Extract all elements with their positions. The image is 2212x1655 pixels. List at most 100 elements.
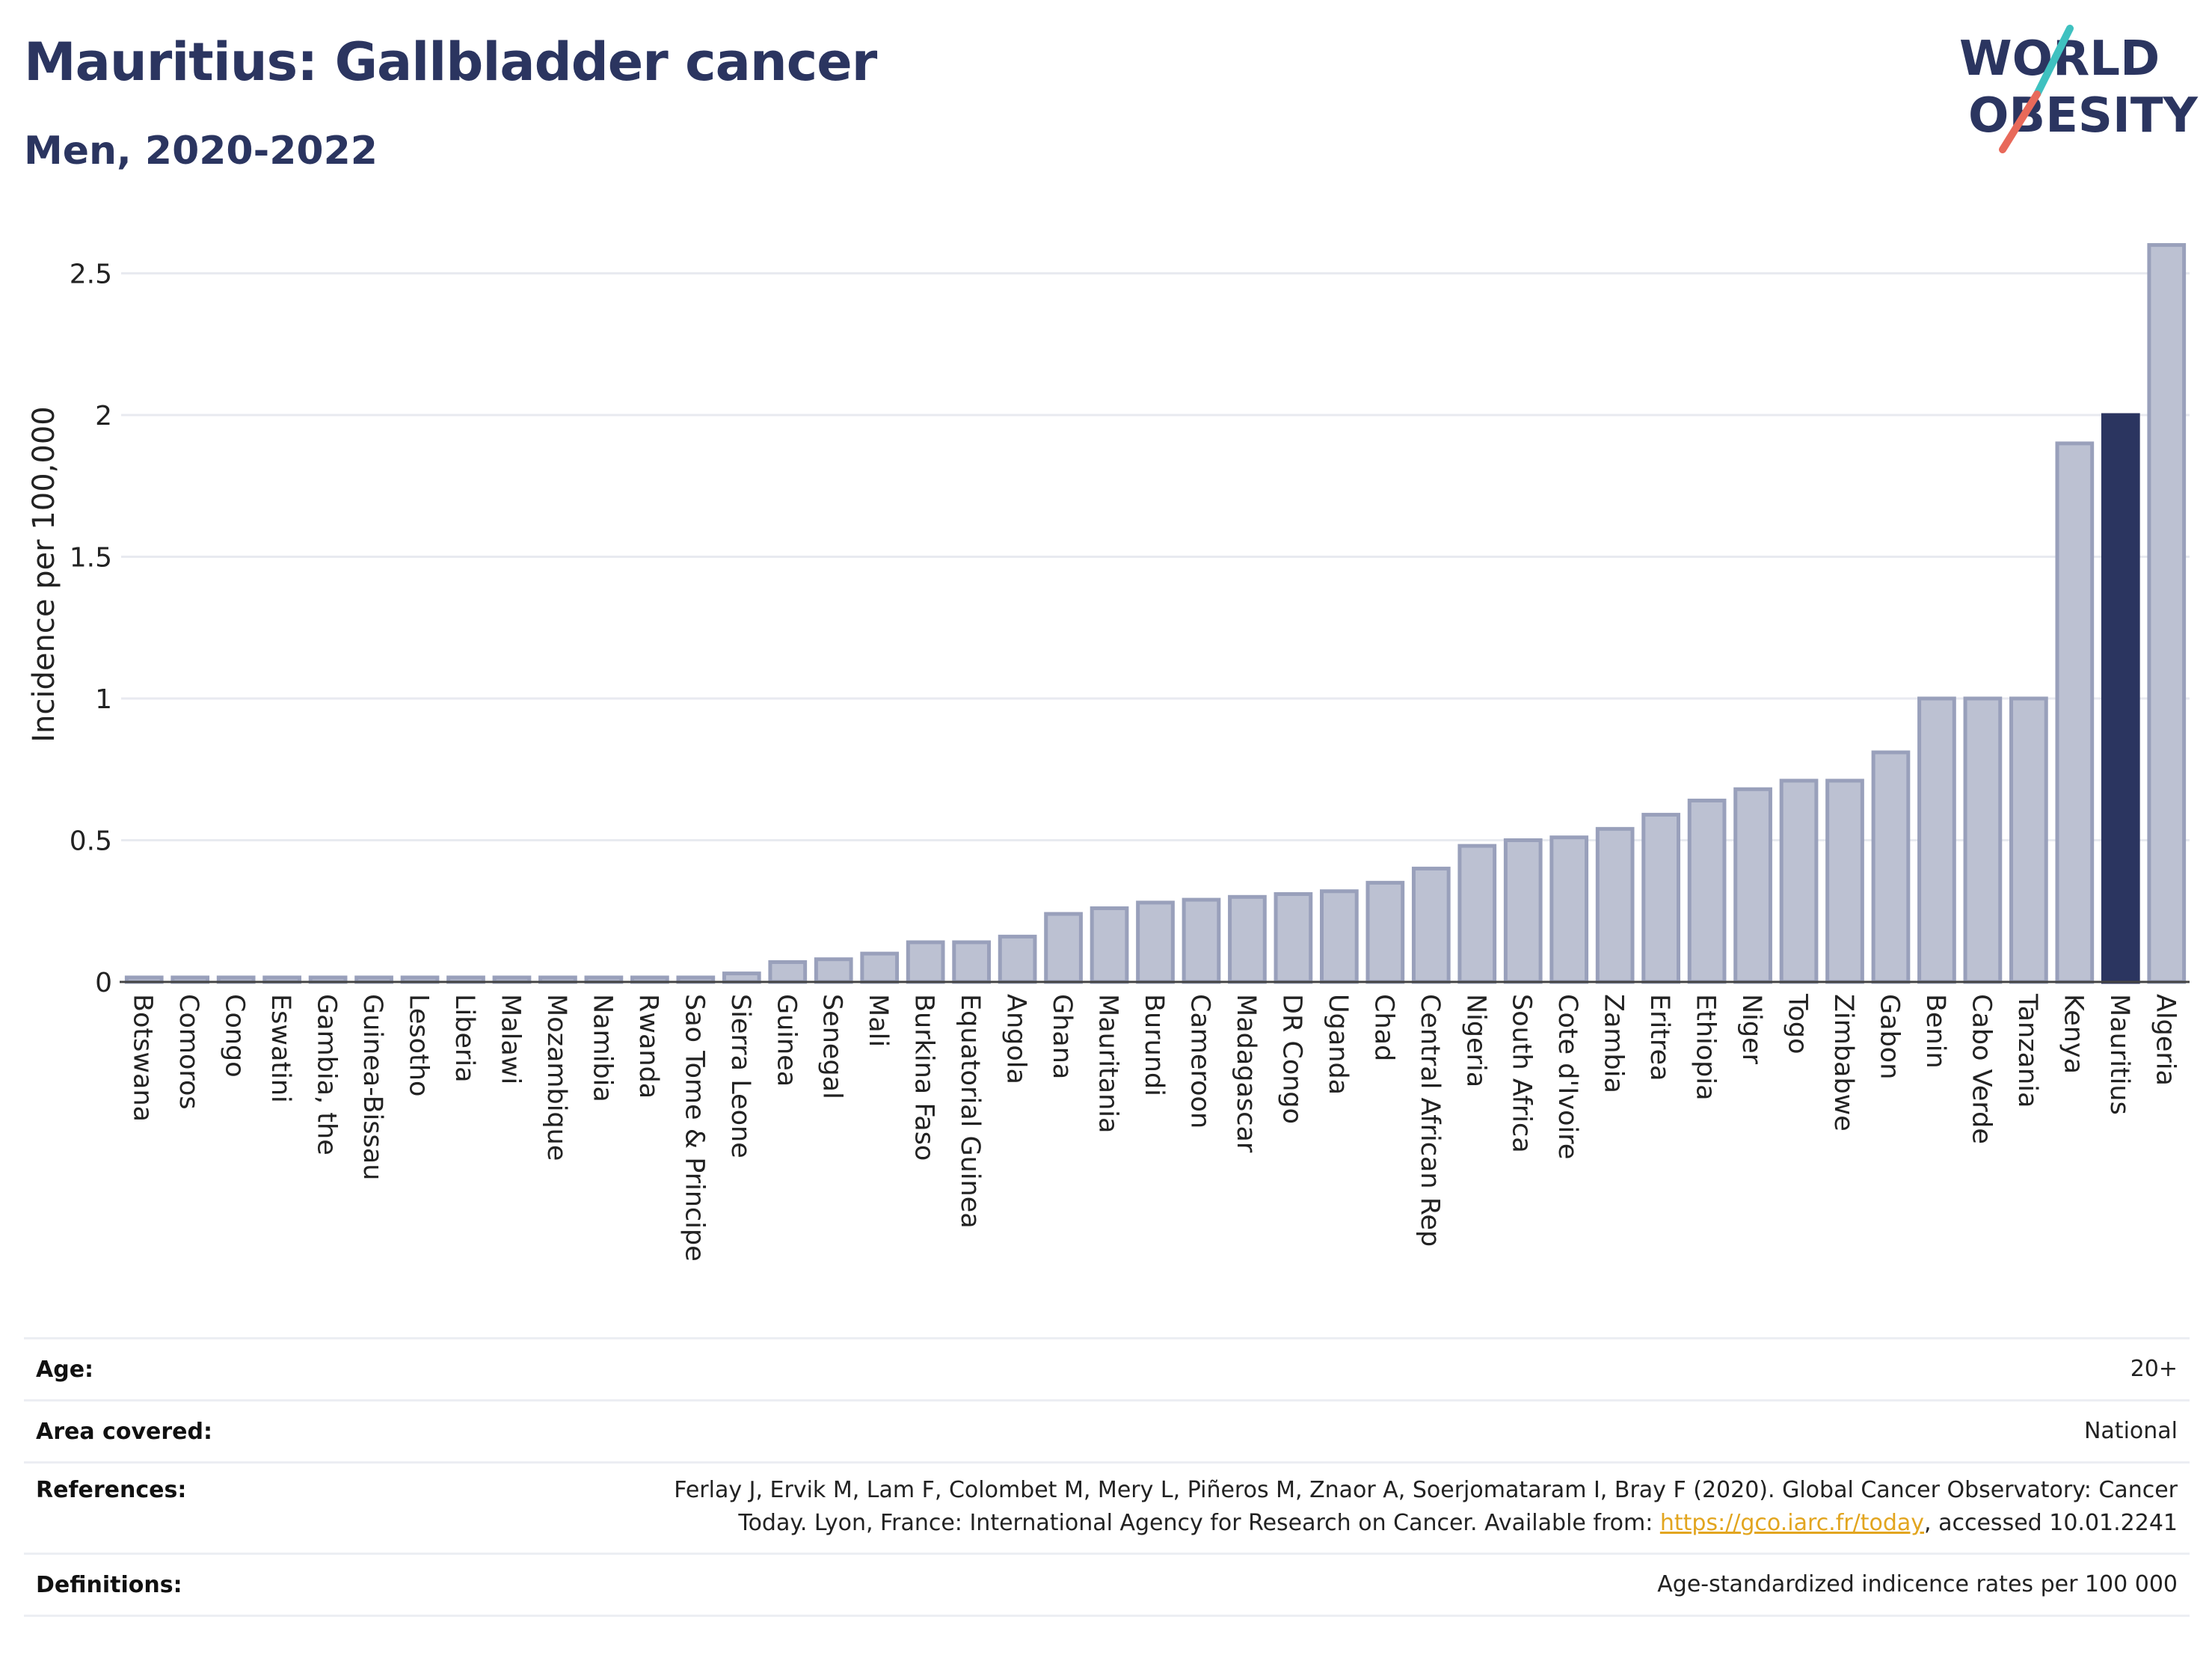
y-axis-ticks: 0 0.5 1 1.5 2 2.5 [70, 259, 112, 998]
y-tick-label: 2 [95, 401, 112, 432]
bar-cote-d-ivoire [1549, 835, 1589, 984]
x-tick-label: Burundi [1139, 994, 1169, 1096]
x-tick-label: Central African Rep [1415, 994, 1445, 1247]
x-tick-label: Mozambique [541, 994, 571, 1161]
bar-nigeria [1457, 844, 1497, 984]
bar-togo [1779, 779, 1819, 984]
bar-uganda [1320, 889, 1359, 984]
info-row-area: Area covered: National [24, 1399, 2190, 1461]
x-tick-label: Botswana [128, 994, 158, 1122]
x-tick-label: Zambia [1599, 994, 1629, 1093]
x-tick-label: Equatorial Guinea [955, 994, 985, 1229]
age-label: Age: [36, 1356, 94, 1383]
x-tick-label: Mauritania [1093, 994, 1123, 1133]
references-value: Ferlay J, Ervik M, Lam F, Colombet M, Me… [674, 1474, 2190, 1540]
x-tick-label: Niger [1736, 994, 1766, 1065]
x-tick-label: Mali [863, 994, 893, 1047]
y-tick-label: 1 [95, 684, 112, 715]
definitions-value: Age-standardized indicence rates per 100… [1657, 1571, 2178, 1597]
bar-ghana [1044, 912, 1083, 984]
x-tick-label: Nigeria [1460, 994, 1490, 1087]
bar-cabo-verde [1963, 696, 2003, 984]
x-tick-label: Gambia, the [312, 994, 342, 1155]
logo-text-world: WORLD [1959, 31, 2160, 87]
chart-title: Mauritius: Gallbladder cancer [24, 31, 877, 93]
bar-algeria [2147, 243, 2187, 984]
y-tick-label: 2.5 [70, 259, 112, 289]
x-tick-label: Senegal [817, 994, 847, 1099]
x-tick-label: Mauritius [2104, 994, 2134, 1115]
bar-ethiopia [1687, 798, 1727, 984]
x-tick-label: Lesotho [404, 994, 434, 1096]
y-axis-label: Incidence per 100,000 [27, 406, 61, 743]
bar-kenya [2055, 441, 2095, 984]
x-tick-label: Rwanda [633, 994, 663, 1099]
x-tick-label: Ethiopia [1691, 994, 1721, 1101]
logo-slash-bottom [1999, 90, 2041, 153]
bar-angola [998, 934, 1037, 984]
bar-sierra-leone [722, 971, 761, 984]
bar-zambia [1595, 826, 1635, 984]
bar-south-africa [1503, 838, 1543, 984]
bar-burkina-faso [906, 940, 945, 984]
bar-equatorial-guinea [952, 940, 991, 984]
y-tick-label: 1.5 [70, 542, 112, 573]
x-tick-label: Liberia [449, 994, 479, 1083]
bar-guinea [768, 959, 808, 984]
bar-senegal [814, 957, 853, 984]
x-tick-label: South Africa [1507, 994, 1537, 1153]
references-label: References: [36, 1477, 187, 1503]
x-tick-label: Gabon [1874, 994, 1904, 1079]
x-tick-label: Uganda [1323, 994, 1353, 1095]
logo-text-obesity: OBESITY [1968, 88, 2198, 144]
bar-tanzania [2009, 696, 2048, 984]
bar-zimbabwe [1825, 779, 1864, 984]
bar-cameroon [1182, 897, 1221, 984]
bar-chart: 0 0.5 1 1.5 2 2.5 Botswana Comoros Congo Eswatin… [27, 243, 2190, 1262]
x-axis-ticks: Botswana Comoros Congo Eswatini Gambia, the G… [128, 993, 2181, 1262]
x-tick-label: Malawi [495, 994, 525, 1084]
bar-central-african-rep [1411, 866, 1451, 984]
x-tick-label: Madagascar [1231, 994, 1261, 1153]
x-tick-label: Angola [1001, 994, 1031, 1084]
references-link[interactable]: https://gco.iarc.fr/today [1659, 1510, 1925, 1536]
x-tick-label: Cote d'Ivoire [1552, 994, 1582, 1159]
x-tick-label: Comoros [173, 994, 203, 1110]
x-tick-label: Tanzania [2012, 993, 2042, 1108]
world-obesity-logo: WORLD OBESITY [1959, 25, 2198, 153]
x-tick-label: Sierra Leone [725, 994, 755, 1158]
x-tick-label: Zimbabwe [1828, 994, 1858, 1132]
x-tick-label: Eswatini [265, 994, 295, 1103]
info-row-definitions: Definitions: Age-standardized indicence … [24, 1553, 2190, 1617]
x-tick-label: Algeria [2150, 994, 2180, 1086]
bars [124, 243, 2187, 984]
logo-slash-top [2033, 25, 2074, 98]
x-tick-label: Sao Tome & Principe [679, 994, 709, 1262]
bar-mali [860, 951, 900, 984]
age-value: 20+ [2130, 1356, 2178, 1382]
references-line-1: Ferlay J, Ervik M, Lam F, Colombet M, Me… [674, 1477, 2178, 1503]
area-value: National [2083, 1418, 2178, 1444]
references-line-2-post: , accessed 10.01.2241 [1924, 1510, 2178, 1536]
x-tick-label: Togo [1783, 993, 1813, 1054]
bar-gabon [1871, 750, 1911, 984]
bar-eritrea [1641, 812, 1680, 984]
x-tick-label: Cameroon [1185, 994, 1214, 1129]
bar-mauritius [2101, 413, 2140, 984]
x-tick-label: Benin [1920, 994, 1950, 1069]
x-tick-label: Congo [220, 994, 250, 1078]
x-tick-label: Kenya [2058, 994, 2088, 1074]
info-row-age: Age: 20+ [24, 1337, 2190, 1399]
bar-burundi [1136, 900, 1175, 984]
y-tick-label: 0 [95, 968, 112, 998]
y-tick-label: 0.5 [70, 826, 112, 856]
bar-benin [1917, 696, 1956, 984]
references-line-2-pre: Today. Lyon, France: International Agenc… [738, 1510, 1660, 1536]
x-tick-label: Cabo Verde [1966, 994, 1996, 1144]
x-tick-label: Burkina Faso [909, 994, 939, 1161]
x-tick-label: Eritrea [1644, 994, 1674, 1081]
info-table: Age: 20+ Area covered: National Referenc… [24, 1337, 2190, 1617]
x-tick-label: Chad [1368, 994, 1398, 1061]
x-tick-label: Ghana [1047, 994, 1077, 1079]
bar-niger [1733, 787, 1772, 984]
